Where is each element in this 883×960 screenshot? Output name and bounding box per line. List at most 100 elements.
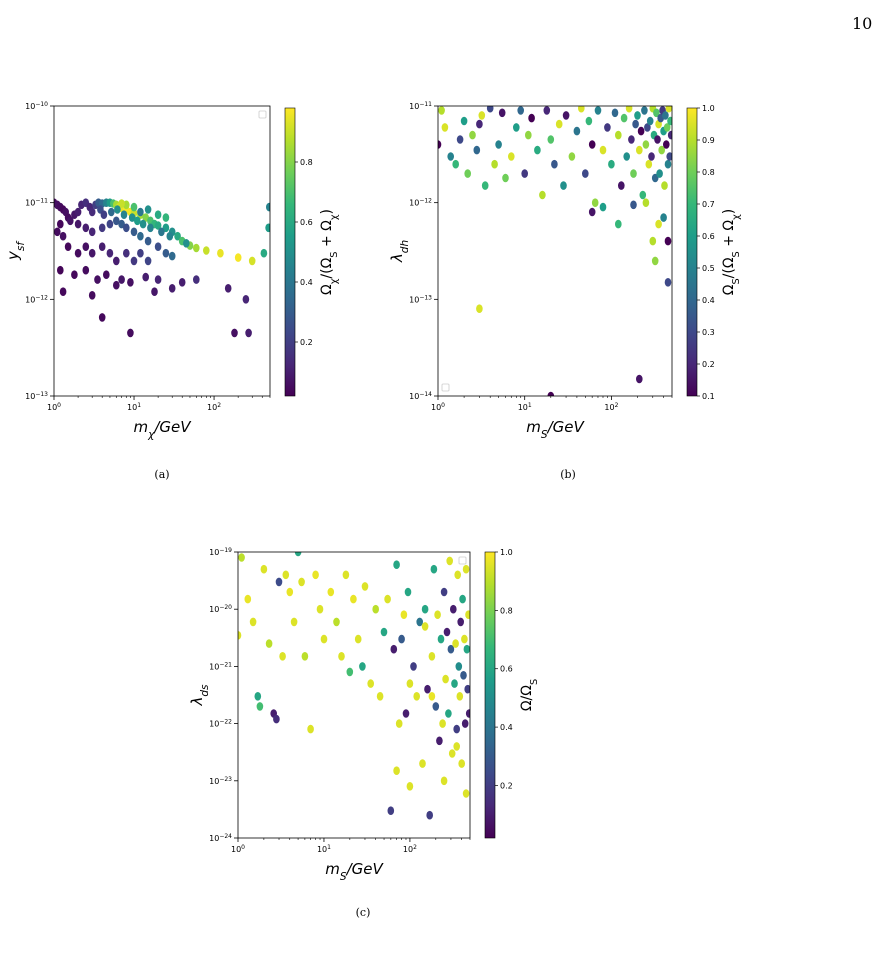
y-axis-label: ysf	[4, 240, 27, 261]
scatter-point	[103, 270, 110, 280]
scatter-point	[465, 610, 470, 619]
scatter-point	[158, 227, 165, 237]
colorbar	[284, 107, 296, 397]
scatter-point	[664, 278, 672, 287]
scatter-point	[456, 135, 464, 144]
scatter-point	[525, 130, 532, 140]
scatter-point	[128, 213, 136, 222]
scatter-point	[632, 119, 639, 129]
scatter-point	[476, 119, 483, 129]
scatter-point	[139, 219, 147, 229]
scatter-point	[599, 145, 607, 155]
scatter-point	[620, 113, 628, 123]
x-axis-label: mS/GeV	[526, 418, 585, 441]
y-tick-label: 10−22	[209, 718, 232, 729]
scatter-point	[193, 243, 200, 253]
scatter-point	[82, 242, 90, 251]
scatter-point	[248, 256, 256, 266]
scatter-point	[630, 169, 637, 178]
scatter-point	[666, 152, 672, 161]
y-tick-label: 10−12	[409, 197, 432, 208]
colorbar-label: Ω/ΩS	[519, 679, 540, 711]
scatter-point	[57, 219, 64, 229]
legend-box	[258, 110, 267, 119]
colorbar-label: ΩS/(ΩS + Ωχ)	[721, 209, 742, 296]
y-tick-label: 10−14	[409, 391, 432, 402]
scatter-point	[446, 556, 454, 566]
scatter-point	[367, 679, 375, 688]
scatter-point	[147, 223, 154, 233]
colorbar-tick-label: 0.4	[702, 296, 715, 305]
scatter-point	[137, 207, 144, 217]
scatter-point	[242, 295, 250, 304]
scatter-point	[428, 692, 436, 701]
scatter-point	[254, 692, 262, 701]
scatter-point	[445, 709, 452, 718]
scatter-point	[402, 709, 410, 718]
scatter-points	[54, 198, 270, 338]
scatter-point	[245, 328, 252, 338]
scatter-point	[463, 644, 470, 654]
scatter-point	[118, 199, 125, 208]
scatter-point	[294, 552, 302, 557]
scatter-point	[432, 702, 440, 711]
scatter-point	[316, 604, 324, 614]
scatter-point	[594, 106, 602, 115]
colorbar-tick-label: 0.6	[300, 218, 313, 227]
scatter-point	[458, 759, 466, 768]
scatter-points	[238, 552, 470, 820]
scatter-point	[660, 213, 667, 222]
scatter-point	[71, 270, 78, 280]
scatter-point	[123, 223, 130, 233]
scatter-point	[534, 145, 541, 155]
x-tick-label: 100	[47, 402, 61, 413]
scatter-point	[560, 181, 567, 190]
x-tick-label: 100	[431, 402, 445, 413]
scatter-point	[539, 190, 546, 200]
scatter-point	[452, 159, 460, 169]
scatter-point	[67, 216, 74, 226]
scatter-point	[74, 207, 82, 217]
scatter-point	[662, 111, 669, 120]
scatter-point	[54, 227, 61, 237]
scatter-point	[120, 210, 128, 219]
scatter-point	[144, 256, 152, 266]
legend-box	[441, 383, 450, 392]
scatter-point	[338, 652, 345, 661]
scatter-point	[106, 248, 114, 258]
scatter-point	[231, 328, 238, 338]
scatter-point	[406, 782, 414, 791]
scatter-point	[203, 246, 210, 255]
scatter-point	[275, 577, 283, 587]
scatter-point	[395, 719, 403, 728]
scatter-point	[585, 116, 593, 126]
plot-frame	[53, 105, 271, 397]
scatter-point	[568, 152, 576, 161]
colorbar-tick-label: 1.0	[500, 548, 513, 557]
scatter-point	[654, 135, 661, 144]
scatter-point	[440, 776, 448, 786]
scatter-point	[438, 140, 442, 149]
scatter-point	[645, 159, 653, 169]
scatter-point	[655, 219, 662, 229]
y-tick-label: 10−21	[209, 661, 232, 672]
scatter-point	[578, 106, 585, 113]
scatter-point	[137, 248, 144, 258]
scatter-point	[462, 789, 470, 798]
scatter-point	[260, 564, 268, 574]
scatter-point	[166, 231, 174, 241]
scatter-point	[508, 152, 515, 161]
scatter-point	[114, 205, 121, 214]
scatter-point	[588, 207, 596, 217]
scatter-point	[359, 662, 366, 671]
colorbar-tick-label: 0.3	[702, 328, 715, 337]
scatter-point	[307, 724, 314, 734]
scatter-point	[667, 116, 672, 126]
scatter-point	[74, 248, 82, 258]
scatter-point	[384, 594, 391, 604]
scatter-point	[144, 236, 152, 246]
scatter-point	[64, 242, 72, 251]
scatter-point	[459, 594, 466, 604]
scatter-point	[137, 231, 144, 241]
colorbar-tick-label: 0.2	[702, 360, 715, 369]
